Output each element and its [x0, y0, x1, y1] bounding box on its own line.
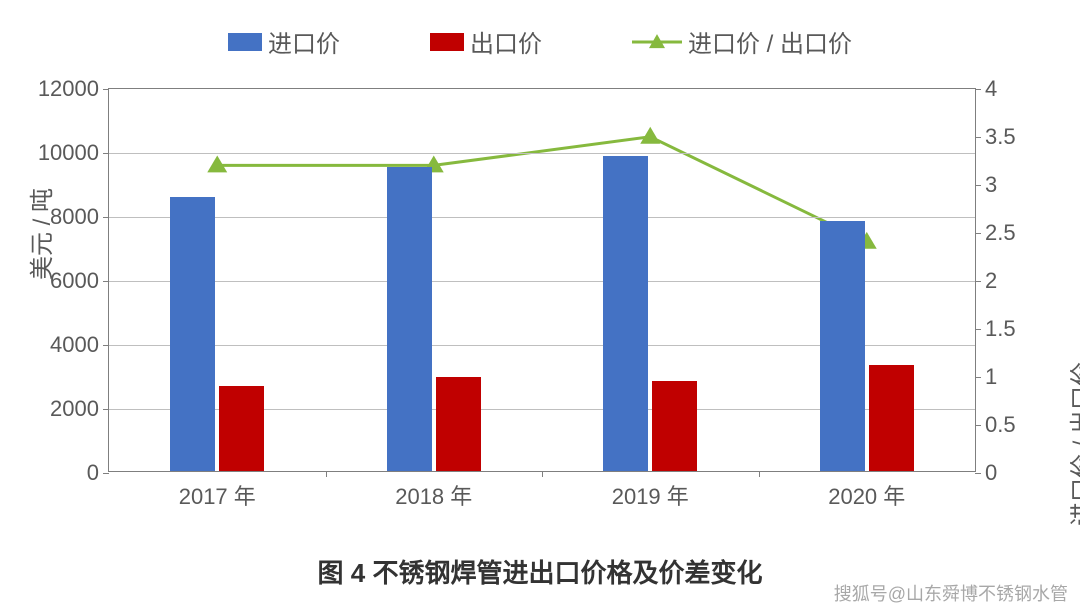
bar-import	[387, 167, 432, 471]
y1-tick	[103, 473, 109, 474]
x-tick	[759, 471, 760, 477]
y1-tick-label: 10000	[38, 140, 99, 166]
y2-tick-label: 1.5	[985, 316, 1016, 342]
y2-tick	[975, 473, 981, 474]
bar-import	[170, 197, 215, 471]
legend-swatch-ratio	[632, 32, 682, 52]
y2-tick	[975, 185, 981, 186]
y1-tick	[103, 345, 109, 346]
bar-export	[219, 386, 264, 471]
legend-label-export: 出口价	[470, 24, 542, 59]
x-tick	[326, 471, 327, 477]
x-tick-label: 2018 年	[395, 479, 472, 511]
x-tick-label: 2020 年	[828, 479, 905, 511]
triangle-icon	[640, 127, 660, 144]
legend-label-ratio: 进口价 / 出口价	[688, 24, 852, 59]
gridline	[109, 217, 975, 218]
x-tick-label: 2017 年	[179, 479, 256, 511]
y2-axis-title: 进口价 / 出口价	[1062, 362, 1080, 526]
y2-tick-label: 3	[985, 172, 997, 198]
y2-tick-label: 2.5	[985, 220, 1016, 246]
bar-export	[436, 377, 481, 471]
bar-export	[652, 381, 697, 471]
y2-tick	[975, 137, 981, 138]
y1-tick	[103, 217, 109, 218]
chart-container: 进口价 出口价 进口价 / 出口价 美元 / 吨 进口价 / 出口价 02000…	[0, 0, 1080, 612]
y1-tick	[103, 153, 109, 154]
y2-tick	[975, 89, 981, 90]
y1-tick-label: 12000	[38, 76, 99, 102]
legend-item-import: 进口价	[228, 24, 340, 59]
bar-import	[820, 221, 865, 471]
y2-tick-label: 0.5	[985, 412, 1016, 438]
bar-export	[869, 365, 914, 471]
y2-tick	[975, 377, 981, 378]
y1-tick-label: 6000	[50, 268, 99, 294]
legend: 进口价 出口价 进口价 / 出口价	[0, 24, 1080, 59]
x-tick	[542, 471, 543, 477]
y1-tick	[103, 89, 109, 90]
y2-tick-label: 2	[985, 268, 997, 294]
y2-tick	[975, 329, 981, 330]
plot-area: 02000400060008000100001200000.511.522.53…	[108, 88, 976, 472]
legend-swatch-export	[430, 33, 464, 51]
y2-tick	[975, 425, 981, 426]
y1-tick	[103, 409, 109, 410]
bar-import	[603, 156, 648, 471]
legend-swatch-import	[228, 33, 262, 51]
x-tick-label: 2019 年	[612, 479, 689, 511]
y2-tick	[975, 281, 981, 282]
y2-tick	[975, 233, 981, 234]
gridline	[109, 153, 975, 154]
legend-item-ratio: 进口价 / 出口价	[632, 24, 852, 59]
y1-tick-label: 2000	[50, 396, 99, 422]
y2-tick-label: 0	[985, 460, 997, 486]
y1-tick-label: 8000	[50, 204, 99, 230]
legend-item-export: 出口价	[430, 24, 542, 59]
legend-label-import: 进口价	[268, 24, 340, 59]
y1-tick	[103, 281, 109, 282]
y2-tick-label: 4	[985, 76, 997, 102]
y1-tick-label: 0	[87, 460, 99, 486]
triangle-icon	[647, 32, 667, 50]
triangle-icon	[207, 155, 227, 172]
watermark: 搜狐号@山东舜博不锈钢水管	[834, 580, 1068, 606]
y2-tick-label: 1	[985, 364, 997, 390]
y2-tick-label: 3.5	[985, 124, 1016, 150]
y1-axis-title: 美元 / 吨	[22, 188, 57, 280]
y1-tick-label: 4000	[50, 332, 99, 358]
